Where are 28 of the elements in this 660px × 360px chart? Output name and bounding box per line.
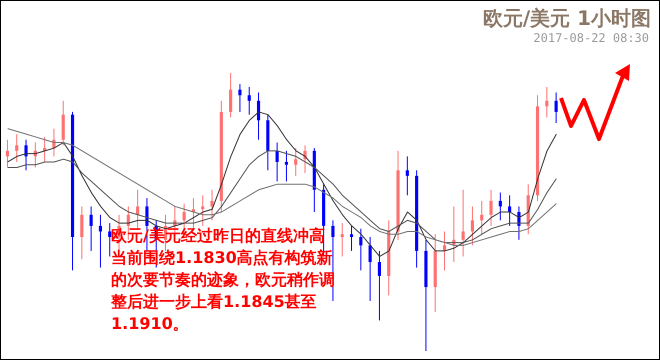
candlestick — [294, 148, 298, 176]
candlestick — [378, 250, 382, 321]
candlestick — [368, 236, 372, 302]
chart-title: 欧元/美元 1小时图 — [482, 5, 651, 32]
candlestick — [229, 73, 232, 118]
candlestick — [210, 189, 214, 221]
candlestick — [201, 194, 204, 226]
candlestick — [462, 189, 465, 257]
candlestick — [350, 225, 354, 252]
candlestick — [359, 228, 362, 271]
text: 2017-08-22 08:30 — [533, 31, 649, 45]
candlestick — [489, 189, 493, 226]
candlestick — [498, 192, 502, 221]
candlestick — [554, 92, 558, 124]
candlestick — [340, 222, 344, 257]
candlestick — [108, 222, 112, 257]
candlestick — [6, 139, 10, 168]
candlestick — [470, 206, 474, 246]
candlestick — [406, 156, 409, 196]
candlestick — [15, 134, 18, 162]
candlestick — [276, 142, 279, 182]
candlestick — [80, 206, 84, 260]
candlestick — [90, 206, 93, 252]
candlestick — [98, 214, 102, 268]
candlestick — [238, 84, 242, 112]
candlestick — [248, 86, 251, 116]
candlestick — [545, 86, 548, 118]
candlestick — [480, 200, 484, 235]
